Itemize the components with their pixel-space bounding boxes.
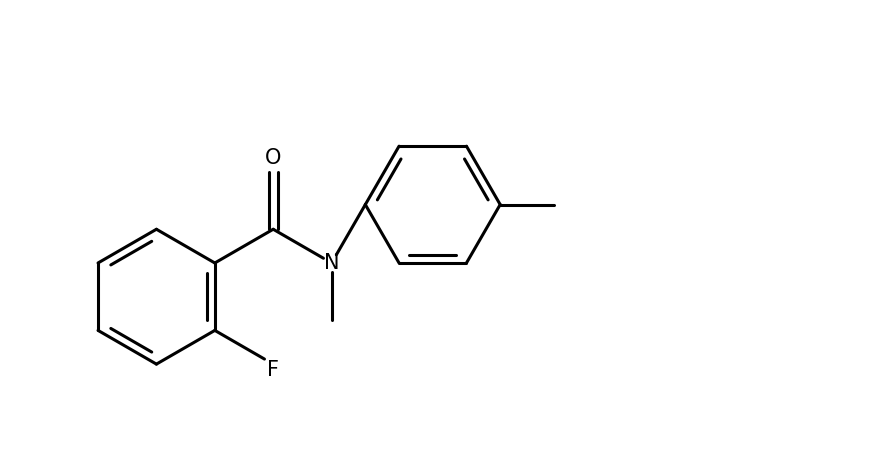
Text: F: F [268, 361, 279, 380]
Text: N: N [324, 253, 339, 273]
Text: O: O [265, 148, 282, 168]
